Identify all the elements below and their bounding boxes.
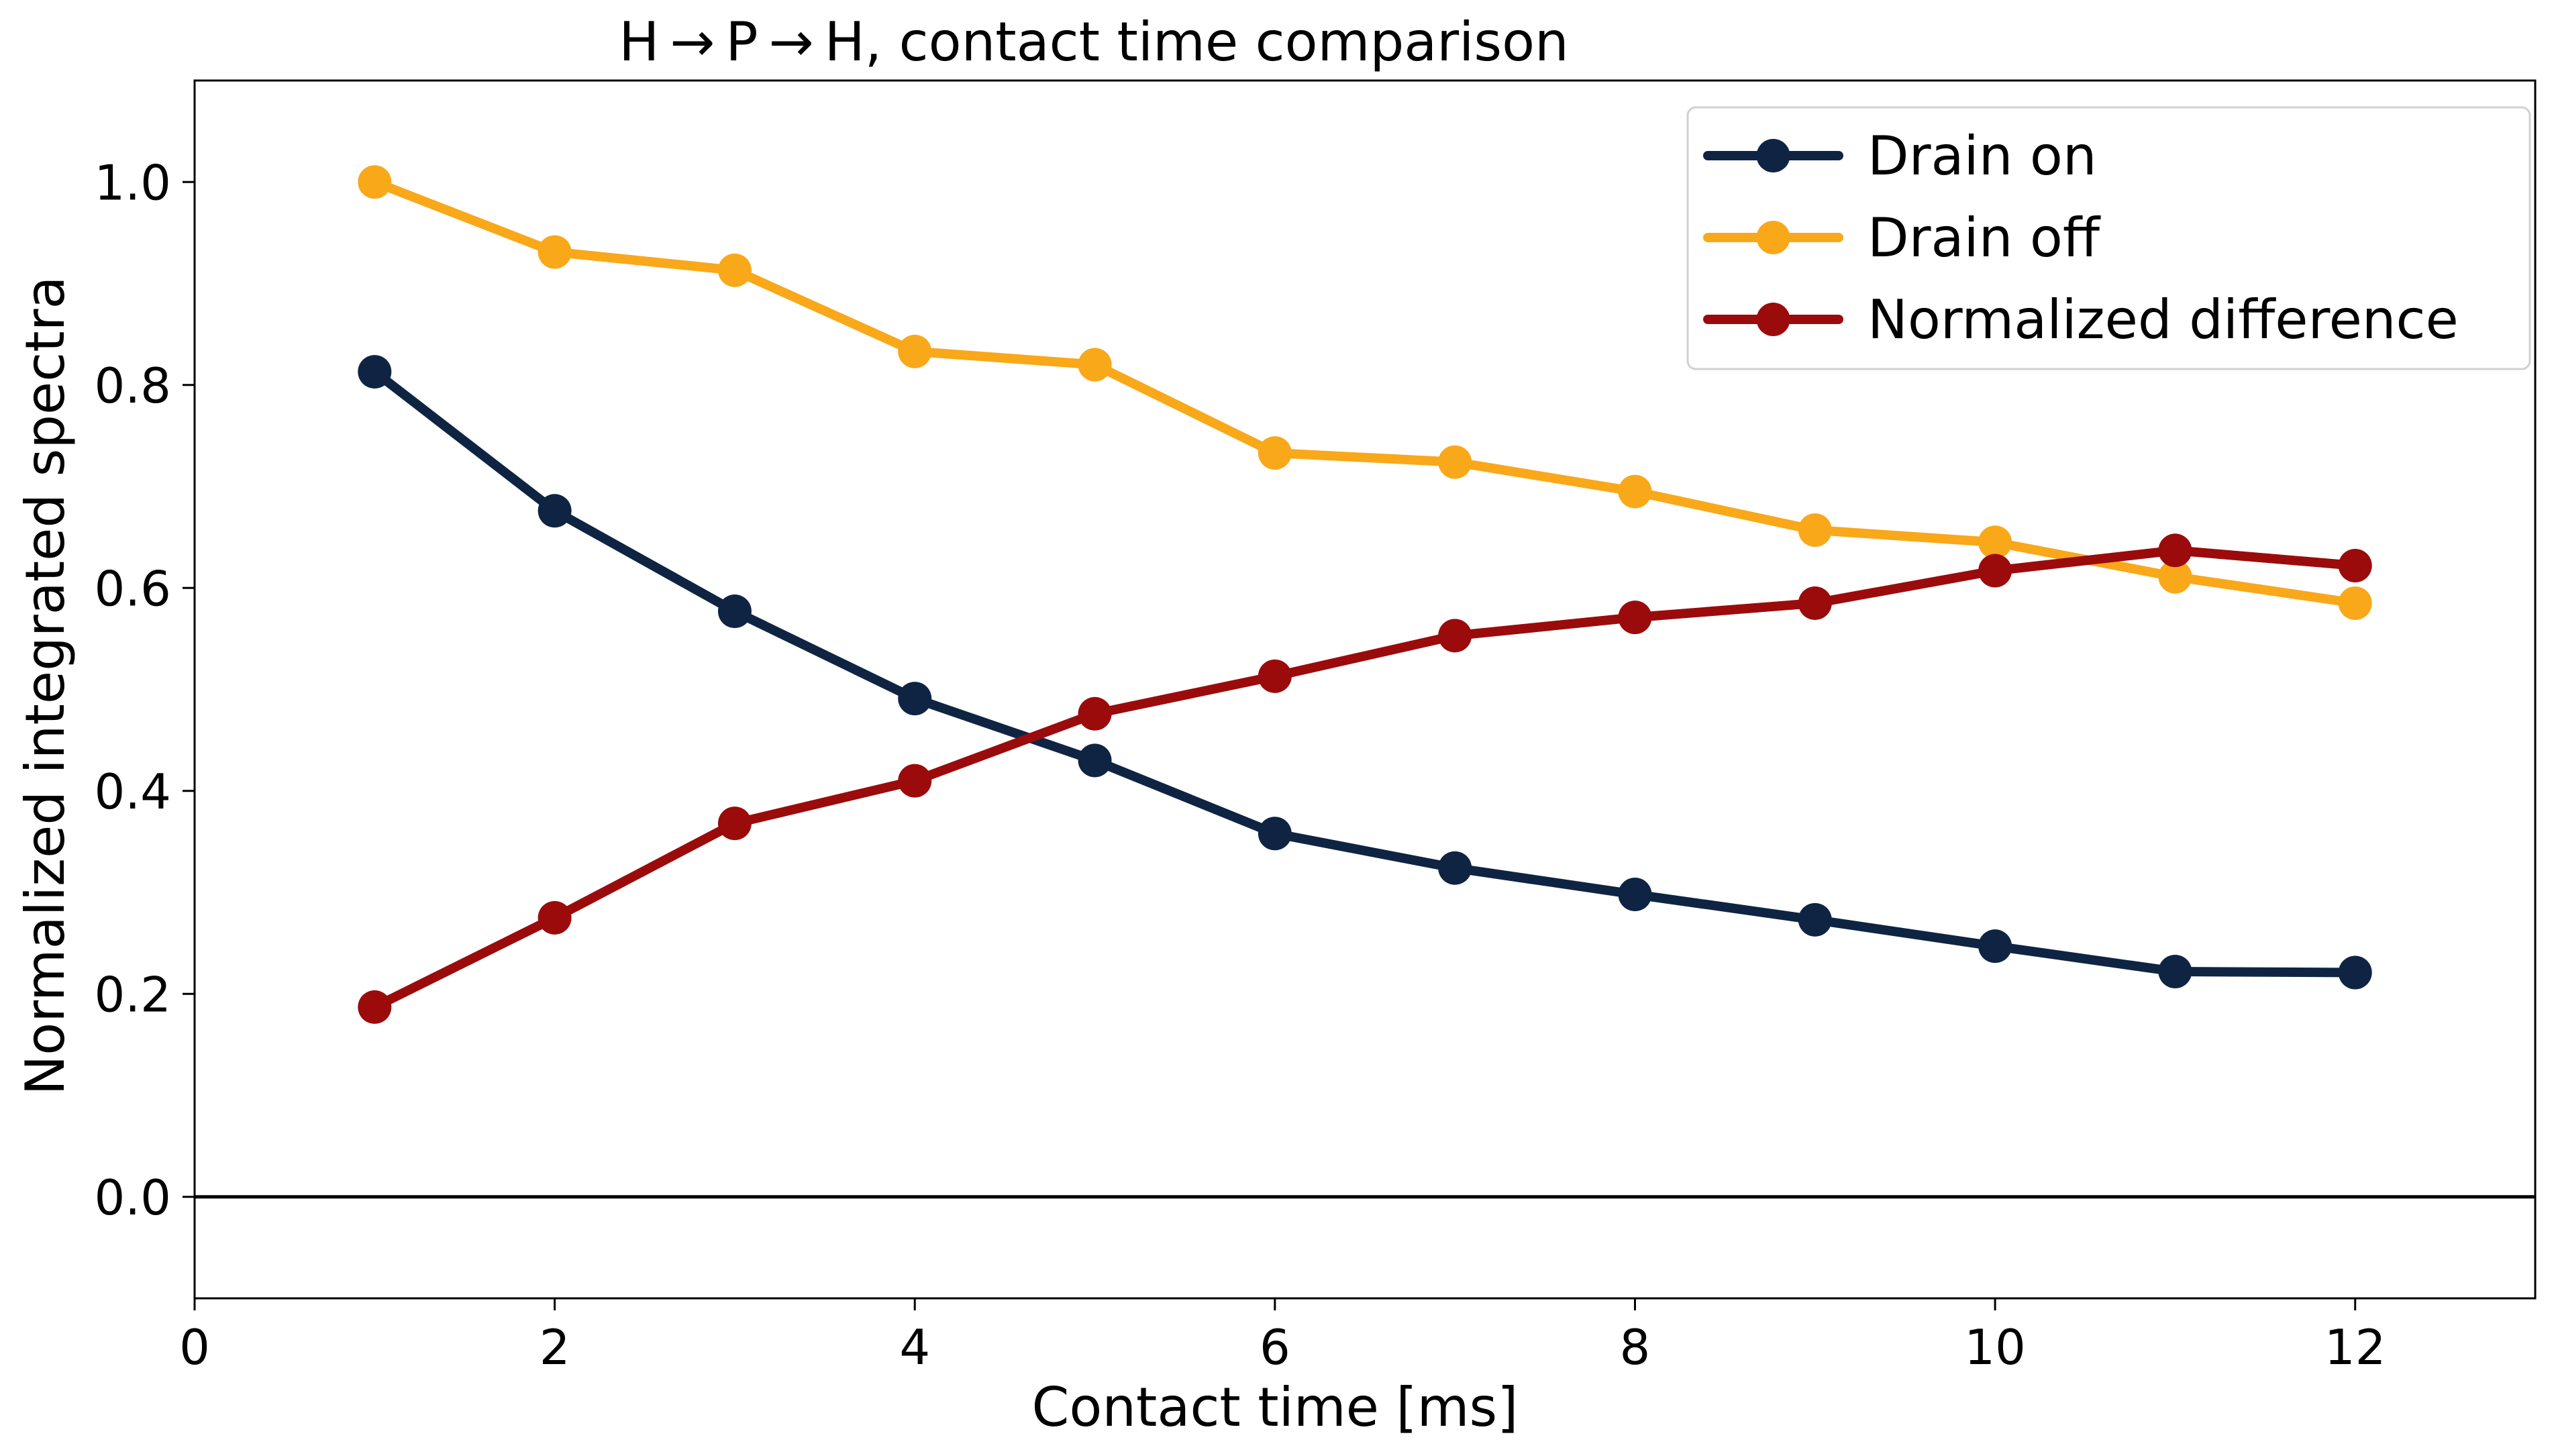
series-points-drain-off [358,165,2372,620]
data-point-drain-on [1978,929,2012,964]
data-point-drain-on [1078,743,1112,778]
data-point-normalized-difference [1438,619,1472,653]
data-point-normalized-difference [1078,696,1112,731]
data-point-drain-on [2158,954,2192,988]
series-points-normalized-difference [358,533,2372,1024]
data-point-normalized-difference [717,807,752,841]
series-points-drain-on [358,355,2372,990]
data-point-drain-on [358,355,392,389]
data-point-drain-on [1438,851,1472,885]
x-tick-label: 8 [1620,1319,1651,1375]
y-tick-label: 0.4 [94,764,171,820]
series-line-drain-on [370,367,2360,978]
legend-swatch-marker-normalized-difference [1756,303,1790,336]
data-point-drain-off [538,235,572,269]
data-point-normalized-difference [1618,601,1652,635]
series-markers [358,165,2372,1024]
data-point-normalized-difference [2158,533,2192,568]
data-point-drain-off [1978,525,2012,560]
data-point-drain-on [538,494,572,528]
data-point-normalized-difference [538,900,572,935]
x-tick-label: 12 [2325,1319,2386,1375]
legend-swatch-marker-drain-off [1756,221,1790,254]
data-point-drain-off [358,165,392,199]
x-tick-label: 2 [540,1319,570,1375]
data-point-normalized-difference [2338,548,2372,582]
data-point-drain-off [1798,513,1832,548]
plot-area [193,79,2537,1300]
x-tick-label: 6 [1260,1319,1290,1375]
data-point-drain-on [1798,902,1832,937]
y-tick-label: 0.8 [94,358,171,414]
legend-entries: Drain on Drain off Normalized difference [1703,125,2459,351]
data-point-drain-off [717,253,752,287]
data-point-normalized-difference [358,990,392,1024]
data-point-drain-off [1258,436,1292,470]
y-tick-label: 0.0 [94,1169,171,1226]
legend-label-drain-on: Drain on [1868,125,2097,187]
series-line-drain-off [370,177,2360,608]
y-axis-label: Normalized integrated spectra [14,276,76,1095]
legend-label-normalized-difference: Normalized difference [1868,289,2459,351]
data-point-drain-off [1618,474,1652,509]
x-tick-label: 10 [1964,1319,2026,1375]
series-line-normalized-difference [370,545,2360,1012]
data-point-drain-on [717,594,752,629]
data-point-drain-off [898,334,932,368]
data-point-normalized-difference [898,764,932,798]
legend-box [1686,106,2531,370]
data-point-drain-off [2338,586,2372,620]
data-point-normalized-difference [1258,659,1292,693]
data-point-drain-on [1258,817,1292,851]
legend-label-drain-off: Drain off [1868,207,2101,269]
data-point-normalized-difference [1978,554,2012,588]
data-point-drain-off [1078,348,1112,382]
data-point-drain-on [1618,878,1652,912]
legend: Drain on Drain off Normalized difference [1686,106,2531,370]
y-tick-label: 0.6 [94,560,171,617]
data-point-normalized-difference [1798,586,1832,620]
data-point-drain-on [2338,955,2372,990]
data-point-drain-on [898,682,932,716]
chart-title: H → P → H, contact time comparison [619,11,1568,73]
series-lines [370,177,2360,1012]
x-axis-label: Contact time [ms] [1032,1376,1519,1439]
data-point-drain-off [2158,560,2192,594]
data-point-drain-off [1438,445,1472,479]
axes-frame [193,79,2537,1300]
legend-swatch-marker-drain-on [1756,139,1790,172]
y-tick-label: 0.2 [94,966,171,1023]
x-tick-label: 4 [899,1319,930,1375]
x-axis-ticks: 0 2 4 6 8 10 12 [179,1298,2386,1375]
y-tick-label: 1.0 [94,154,171,211]
x-tick-label: 0 [179,1319,210,1375]
y-axis-ticks: 0.0 0.2 0.4 0.6 0.8 1.0 [94,154,195,1226]
